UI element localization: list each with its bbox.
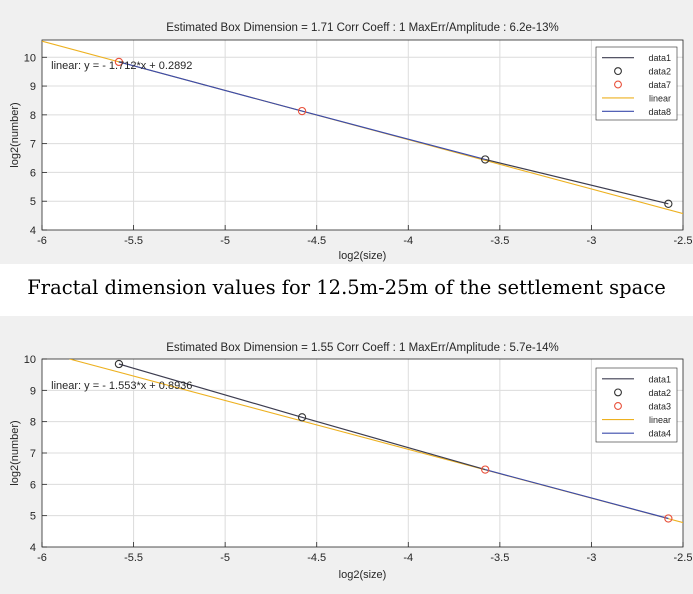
legend-label: linear — [649, 415, 671, 425]
x-axis-label: log2(size) — [339, 250, 387, 262]
legend-box — [595, 46, 678, 121]
x-tick-label: -5 — [220, 552, 230, 564]
x-tick-label: -6 — [37, 552, 47, 564]
legend-label: data2 — [648, 67, 671, 77]
legend-label: data7 — [648, 80, 671, 90]
series-line-data4 — [485, 469, 669, 520]
x-axis-label: log2(size) — [339, 569, 387, 581]
chart-title: Estimated Box Dimension = 1.71 Corr Coef… — [166, 22, 559, 34]
y-tick-label: 8 — [30, 110, 36, 122]
x-tick-label: -5.5 — [124, 552, 143, 564]
x-tick-label: -5 — [220, 235, 230, 247]
series-point-data2 — [297, 413, 307, 422]
series-group — [42, 40, 683, 215]
y-tick-label: 4 — [30, 542, 36, 554]
series-line-data1 — [118, 363, 486, 471]
fit-annotation: linear: y = - 1.712*x + 0.2892 — [51, 60, 192, 72]
series-line-data8 — [118, 61, 486, 161]
series-group — [69, 359, 683, 524]
y-tick-label: 6 — [30, 479, 36, 491]
chart-panel-2: Estimated Box Dimension = 1.55 Corr Coef… — [0, 316, 693, 594]
x-tick-label: -4 — [403, 235, 413, 247]
y-tick-label: 5 — [30, 196, 36, 208]
legend-label: data4 — [648, 429, 671, 439]
x-tick-label: -6 — [37, 235, 47, 247]
y-tick-label: 7 — [30, 448, 36, 460]
series-point-data2 — [114, 359, 124, 369]
x-tick-label: -4.5 — [307, 552, 326, 564]
y-tick-label: 4 — [30, 225, 36, 237]
legend-swatch-data2 — [614, 388, 622, 397]
x-tick-label: -3.5 — [490, 235, 509, 247]
x-tick-label: -4 — [403, 552, 413, 564]
x-tick-label: -3 — [587, 235, 597, 247]
legend-label: data1 — [648, 374, 671, 384]
chart-2: Estimated Box Dimension = 1.55 Corr Coef… — [9, 342, 693, 581]
series-point-data7 — [297, 106, 307, 116]
x-tick-label: -2.5 — [674, 235, 693, 247]
axes-box — [41, 39, 684, 231]
y-axis-label: log2(number) — [9, 102, 21, 167]
x-tick-label: -3 — [587, 552, 597, 564]
x-tick-label: -2.5 — [674, 552, 693, 564]
legend-label: data1 — [648, 53, 671, 63]
y-tick-label: 5 — [30, 511, 36, 523]
y-tick-label: 8 — [30, 417, 36, 429]
y-tick-label: 6 — [30, 167, 36, 179]
y-tick-label: 10 — [24, 354, 36, 366]
series-point-data3 — [481, 465, 490, 474]
series-point-data3 — [664, 514, 673, 523]
x-tick-label: -5.5 — [124, 235, 143, 247]
chart-1: Estimated Box Dimension = 1.71 Corr Coef… — [9, 22, 693, 262]
legend-swatch-data3 — [614, 402, 622, 410]
figure-caption: Fractal dimension values for 12.5m-25m o… — [27, 276, 666, 299]
legend-swatch-data7 — [614, 80, 622, 89]
chart-title: Estimated Box Dimension = 1.55 Corr Coef… — [166, 342, 559, 354]
series-point-data2 — [664, 199, 673, 208]
x-tick-label: -3.5 — [490, 552, 509, 564]
legend-label: data2 — [648, 388, 671, 398]
series-point-data2 — [481, 155, 490, 164]
legend-label: data8 — [648, 107, 671, 117]
legend-label: linear — [649, 93, 671, 103]
x-tick-label: -4.5 — [307, 235, 326, 247]
fit-annotation: linear: y = - 1.553*x + 0.8936 — [51, 380, 192, 392]
legend-box — [595, 367, 678, 443]
legend-swatch-data2 — [614, 67, 622, 76]
y-tick-label: 9 — [30, 385, 36, 397]
chart-panel-1: Estimated Box Dimension = 1.71 Corr Coef… — [0, 0, 693, 264]
legend-label: data3 — [648, 402, 671, 412]
series-point-data7 — [114, 57, 124, 67]
y-tick-label: 9 — [30, 81, 36, 93]
y-tick-label: 7 — [30, 139, 36, 151]
plot-area — [42, 40, 683, 230]
y-tick-label: 10 — [24, 52, 36, 64]
y-axis-label: log2(number) — [9, 420, 21, 485]
series-line-data1 — [485, 158, 669, 205]
